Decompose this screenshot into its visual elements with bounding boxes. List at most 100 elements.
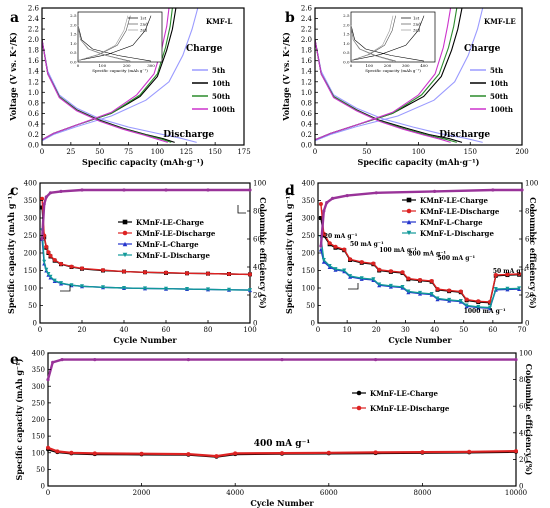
data-point [406, 208, 412, 214]
data-point [435, 287, 440, 292]
data-point [505, 286, 510, 291]
rate-label: 50 mA g⁻¹ [493, 268, 527, 275]
y-tick-label: 1.8 [301, 47, 312, 55]
inset-y-tick-label: 2.5 [70, 13, 77, 18]
data-point [164, 270, 168, 275]
data-point [325, 201, 329, 205]
y2-axis-label: Coloumbic efficiency (%) [528, 197, 538, 309]
data-point [406, 230, 412, 236]
inset-y-tick-label: 0.5 [70, 50, 77, 55]
panel-label: b [285, 10, 295, 26]
data-point [185, 287, 189, 292]
data-point [186, 358, 190, 362]
legend-label: KMnF-LE-Charge [420, 196, 489, 205]
data-point [371, 261, 376, 266]
y-axis-label: Specific capacity (mAh g⁻¹) [6, 192, 16, 314]
data-point [44, 244, 49, 249]
y-axis-label: Voltage (V vs. K⁺/K) [281, 32, 291, 122]
plot-frame [41, 7, 245, 146]
inset-charge-curve [77, 15, 152, 61]
panel-label: e [10, 352, 19, 368]
data-point [122, 188, 126, 192]
legend-label: 5th [490, 66, 503, 75]
data-point [55, 449, 60, 454]
data-point [356, 405, 362, 411]
x-tick-label: 20 [78, 326, 87, 334]
x-tick-label: 175 [237, 148, 250, 156]
y-tick-label: 2.4 [28, 15, 40, 23]
data-point [435, 296, 440, 301]
y-tick-label: 0.4 [28, 120, 40, 128]
data-point [467, 449, 472, 454]
y-tick-label: 400 [24, 180, 37, 188]
y2-tick-label: 100 [253, 180, 266, 188]
x-tick-label: 100 [243, 326, 256, 334]
data-point [406, 219, 412, 225]
x-tick-label: 2000 [133, 489, 151, 497]
y-tick-label: 2.4 [301, 15, 313, 23]
data-point [333, 267, 338, 272]
data-point [59, 281, 63, 286]
data-point [59, 261, 63, 266]
y-tick-label: 0.2 [28, 131, 39, 139]
y2-tick-label: 100 [525, 180, 538, 188]
y-tick-label: 200 [302, 250, 315, 258]
data-point [514, 449, 518, 454]
plot-frame [47, 352, 517, 487]
data-point [514, 358, 518, 362]
y-tick-label: 50 [306, 302, 315, 310]
inset-legend-label: 2nd [413, 22, 421, 27]
y-tick-label: 2.2 [301, 26, 312, 34]
data-point [447, 297, 452, 302]
x-tick-label: 50 [95, 148, 104, 156]
discharge-label: Discharge [163, 130, 214, 140]
y-tick-label: 150 [32, 433, 45, 441]
data-point [330, 196, 335, 200]
x-tick-label: 70 [518, 326, 527, 334]
inset-legend-label: 1st [413, 16, 420, 21]
data-point [491, 188, 495, 192]
y2-tick-label: 20 [253, 292, 262, 300]
data-point [248, 188, 252, 192]
data-point [345, 194, 349, 198]
data-point [406, 197, 412, 203]
data-point [139, 451, 144, 456]
data-point [327, 263, 332, 268]
panel-d: 0 10 20 30 40 50 60 700501001502002503003504000… [284, 180, 538, 346]
legend-label: KMnF-LE-Discharge [420, 207, 500, 216]
y-axis-label: Specific capacity (mAh g⁻¹) [14, 358, 24, 480]
y-tick-label: 250 [24, 232, 37, 240]
data-point [52, 258, 57, 262]
inset-y-tick-label: 2.5 [343, 13, 350, 18]
data-point [321, 258, 326, 262]
legend-label: KMnF-L-Charge [420, 218, 483, 227]
inset-x-tick-label: 200 [123, 63, 131, 68]
y2-tick-label: 100 [519, 350, 532, 358]
inset-x-tick-label: 0 [350, 63, 353, 68]
y-tick-label: 1.4 [28, 68, 40, 76]
y2-tick-label: 40 [253, 264, 262, 272]
y-tick-label: 100 [24, 285, 37, 293]
data-point [458, 298, 463, 303]
data-point [373, 450, 378, 455]
data-point [122, 269, 126, 274]
y2-tick-label: 40 [519, 429, 528, 437]
data-point [374, 191, 378, 195]
inset-y-tick-label: 1.0 [343, 41, 350, 46]
legend-label: KMnF-LE-Discharge [370, 404, 450, 413]
y-tick-label: 1.0 [301, 89, 312, 97]
data-point [227, 272, 231, 276]
data-point [326, 450, 331, 455]
data-point [101, 268, 105, 273]
legend-label: 100th [490, 105, 513, 114]
y2-tick-label: 80 [253, 208, 262, 216]
x-axis-label: Cycle Number [250, 498, 314, 508]
capacity-axis-arrow [60, 285, 71, 292]
data-point [227, 287, 231, 292]
data-point [319, 244, 323, 248]
x-tick-label: 0 [313, 148, 317, 156]
data-point [388, 269, 393, 274]
charge-label: Charge [186, 44, 223, 54]
data-point [122, 219, 128, 225]
y2-tick-label: 0 [253, 320, 257, 328]
